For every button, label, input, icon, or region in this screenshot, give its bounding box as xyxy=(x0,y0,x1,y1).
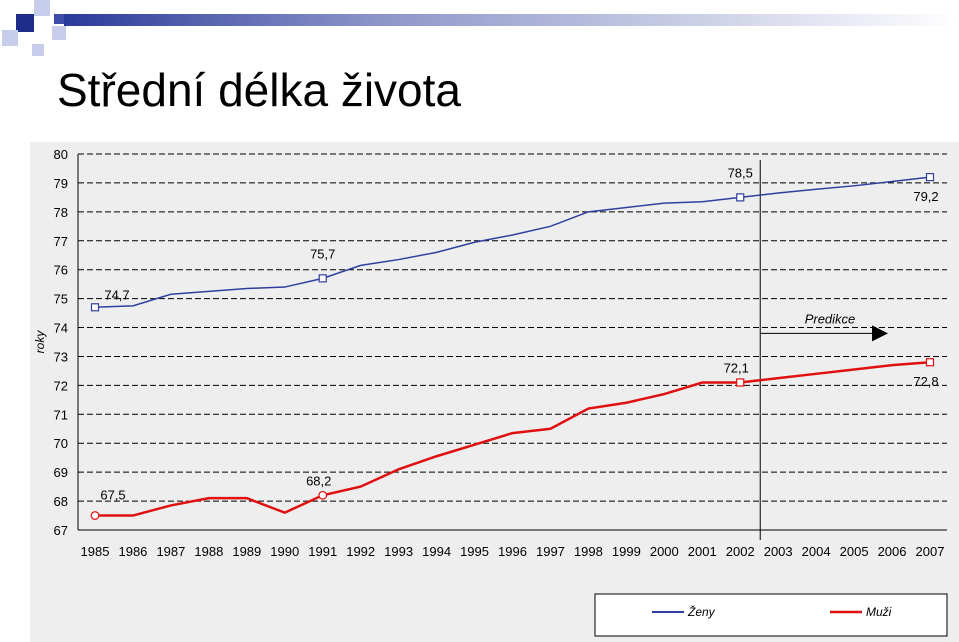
life-expectancy-chart: 80 79 78 77 76 75 74 73 72 71 70 69 68 67 1985 1986 1987… xyxy=(30,142,959,642)
legend-label-muzi: Muži xyxy=(866,605,892,619)
x-tick-1985: 1985 xyxy=(81,544,110,559)
x-tick-1993: 1993 xyxy=(384,544,413,559)
y-tick-70: 70 xyxy=(54,436,68,451)
marker-muzi-1985 xyxy=(90,511,100,520)
marker-zeny-1985 xyxy=(90,303,100,312)
x-tick-2003: 2003 xyxy=(764,544,793,559)
x-tick-1988: 1988 xyxy=(194,544,223,559)
prediction-label: Predikce xyxy=(805,311,856,326)
x-tick-2007: 2007 xyxy=(916,544,945,559)
x-tick-1995: 1995 xyxy=(460,544,489,559)
deco-gradient-bar xyxy=(64,14,959,26)
y-tick-69: 69 xyxy=(54,465,68,480)
data-label-zeny-1985: 74,7 xyxy=(104,287,129,302)
marker-zeny-1991 xyxy=(318,274,327,283)
x-tick-1994: 1994 xyxy=(422,544,451,559)
deco-square-mid-1 xyxy=(52,26,66,40)
data-label-muzi-1991: 68,2 xyxy=(306,473,331,488)
y-tick-74: 74 xyxy=(54,321,68,336)
y-tick-79: 79 xyxy=(54,176,68,191)
prediction-arrow-head xyxy=(872,325,888,342)
x-tick-2006: 2006 xyxy=(878,544,907,559)
data-label-zeny-2007: 79,2 xyxy=(913,189,938,204)
title-decoration xyxy=(2,0,959,56)
x-tick-2002: 2002 xyxy=(726,544,755,559)
x-tick-1987: 1987 xyxy=(156,544,185,559)
y-axis-label: roky xyxy=(33,330,47,354)
x-tick-1997: 1997 xyxy=(536,544,565,559)
y-tick-67: 67 xyxy=(54,523,68,538)
deco-square-dark-1 xyxy=(16,14,34,32)
y-tick-71: 71 xyxy=(54,407,68,422)
x-tick-1992: 1992 xyxy=(346,544,375,559)
x-tick-2000: 2000 xyxy=(650,544,679,559)
deco-square-light-1 xyxy=(34,0,50,16)
marker-muzi-1991 xyxy=(318,490,328,500)
marker-muzi-2007 xyxy=(925,358,935,367)
y-tick-73: 73 xyxy=(54,349,68,364)
x-tick-1998: 1998 xyxy=(574,544,603,559)
data-label-muzi-2007: 72,8 xyxy=(913,374,938,389)
x-tick-2004: 2004 xyxy=(802,544,831,559)
legend-label-zeny: Ženy xyxy=(687,604,716,619)
x-tick-2005: 2005 xyxy=(840,544,869,559)
deco-square-light-2 xyxy=(2,30,18,46)
deco-square-mid-2 xyxy=(32,44,44,56)
deco-square-dark-2 xyxy=(54,14,66,24)
y-tick-75: 75 xyxy=(54,292,68,307)
y-tick-77: 77 xyxy=(54,234,68,249)
legend-box xyxy=(594,593,948,637)
data-label-muzi-1985: 67,5 xyxy=(100,488,125,503)
data-label-zeny-1991: 75,7 xyxy=(310,246,335,261)
x-tick-2001: 2001 xyxy=(688,544,717,559)
marker-zeny-2007 xyxy=(925,173,935,182)
chart-background xyxy=(30,142,959,642)
x-tick-1996: 1996 xyxy=(498,544,527,559)
series-line-muzi xyxy=(95,360,931,517)
data-label-muzi-2002: 72,1 xyxy=(724,360,749,375)
marker-muzi-2002 xyxy=(736,378,745,387)
x-tick-1991: 1991 xyxy=(308,544,337,559)
x-tick-1989: 1989 xyxy=(232,544,261,559)
series-line-zeny xyxy=(94,176,931,309)
y-tick-72: 72 xyxy=(54,378,68,393)
x-tick-1999: 1999 xyxy=(612,544,641,559)
y-tick-68: 68 xyxy=(54,494,68,509)
y-tick-80: 80 xyxy=(54,147,68,162)
y-tick-78: 78 xyxy=(54,205,68,220)
x-tick-1990: 1990 xyxy=(270,544,299,559)
marker-zeny-2002 xyxy=(736,193,745,202)
x-tick-1986: 1986 xyxy=(118,544,147,559)
legend: Ženy Muži xyxy=(594,593,948,637)
data-label-zeny-2002: 78,5 xyxy=(728,165,753,180)
slide-title: Střední délka života xyxy=(57,64,462,116)
y-tick-76: 76 xyxy=(54,263,68,278)
